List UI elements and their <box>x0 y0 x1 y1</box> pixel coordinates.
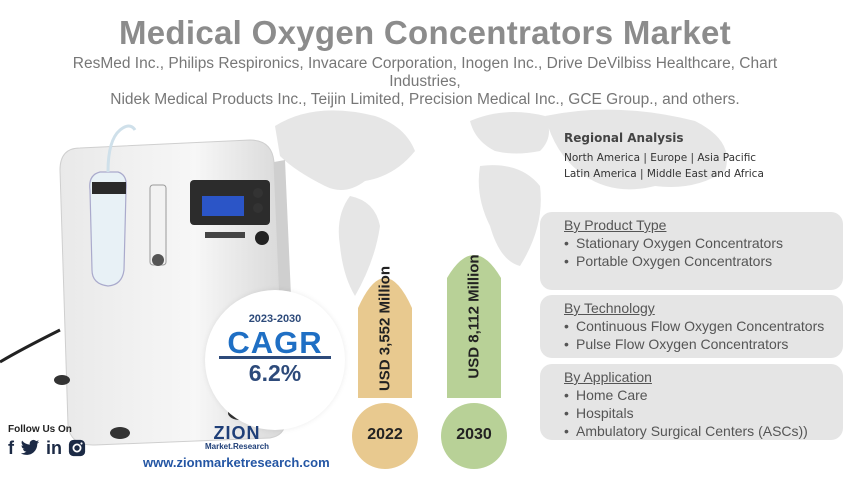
segment-item: Pulse Flow Oxygen Concentrators <box>564 335 843 353</box>
follow-us-label: Follow Us On <box>8 424 72 435</box>
market-size-2022-bar <box>352 248 418 470</box>
linkedin-icon[interactable]: in <box>46 438 62 458</box>
zion-logo-main: ZION <box>213 423 261 443</box>
social-links: f in <box>8 438 86 458</box>
segment-item: Home Care <box>564 386 843 404</box>
segment-item: Portable Oxygen Concentrators <box>564 252 843 270</box>
segment-item: Hospitals <box>564 404 843 422</box>
facebook-icon[interactable]: f <box>8 438 14 458</box>
segment-product-type-heading: By Product Type <box>564 217 667 233</box>
market-2030-column <box>447 255 501 398</box>
cagr-years: 2023-2030 <box>248 313 302 325</box>
zion-logo-sub: Market.Research <box>205 442 270 451</box>
twitter-icon[interactable] <box>20 439 40 457</box>
segment-item: Stationary Oxygen Concentrators <box>564 234 843 252</box>
zion-logo: ZION Market.Research <box>205 424 269 451</box>
regional-analysis: Regional Analysis North America | Europe… <box>564 131 764 182</box>
page-title: Medical Oxygen Concentrators Market <box>118 14 731 51</box>
website-link[interactable]: www.zionmarketresearch.com <box>143 455 330 470</box>
cagr-badge: 2023-2030 CAGR 6.2% <box>205 290 345 430</box>
segment-item: Ambulatory Surgical Centers (ASCs)) <box>564 422 843 440</box>
companies-line-1: ResMed Inc., Philips Respironics, Invaca… <box>72 55 778 90</box>
market-2030-circle <box>441 403 507 469</box>
regional-analysis-line-2: Latin America | Middle East and Africa <box>564 168 764 180</box>
market-2030-label: USD 8,112 Million <box>465 254 483 379</box>
market-2022-column <box>358 278 412 398</box>
instagram-icon[interactable] <box>68 439 86 457</box>
market-size-2030-bar <box>441 234 507 470</box>
segment-item: Continuous Flow Oxygen Concentrators <box>564 317 843 335</box>
segment-product-type: By Product Type Stationary Oxygen Concen… <box>540 212 843 290</box>
companies-line-2: Nidek Medical Products Inc., Teijin Limi… <box>110 91 740 108</box>
market-2022-label: USD 3,552 Million <box>376 265 394 392</box>
market-2022-year: 2022 <box>367 426 403 443</box>
companies-list: ResMed Inc., Philips Respironics, Invaca… <box>40 55 810 109</box>
segment-technology-heading: By Technology <box>564 300 655 316</box>
market-2030-year: 2030 <box>456 426 492 443</box>
cagr-divider <box>219 356 331 359</box>
market-2022-circle <box>352 403 418 469</box>
cagr-label: CAGR <box>227 325 323 360</box>
cagr-value: 6.2% <box>248 360 302 386</box>
segment-technology: By Technology Continuous Flow Oxygen Con… <box>540 295 843 358</box>
regional-analysis-heading: Regional Analysis <box>564 131 684 145</box>
regional-analysis-line-1: North America | Europe | Asia Pacific <box>564 152 757 164</box>
segment-application: By Application Home Care Hospitals Ambul… <box>540 364 843 440</box>
segment-application-heading: By Application <box>564 369 652 385</box>
